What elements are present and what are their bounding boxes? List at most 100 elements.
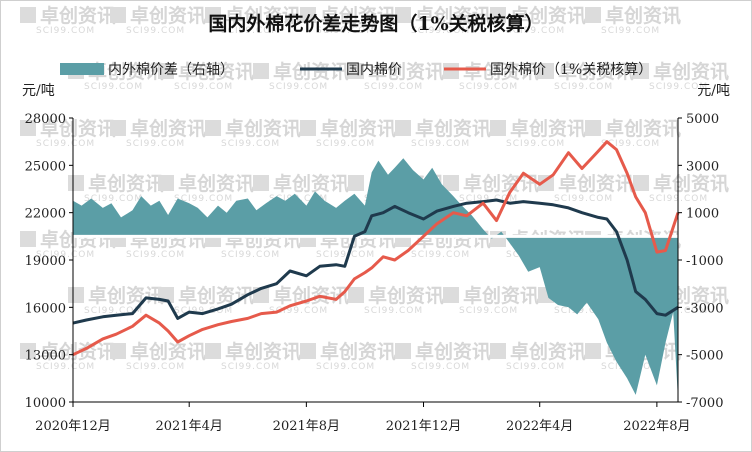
watermark-url: SCI99.COM (364, 306, 423, 316)
legend-label-spread: 内外棉价差（右轴） (108, 61, 234, 78)
watermark-url: SCI99.COM (411, 362, 470, 372)
watermark-logo-icon (490, 343, 506, 359)
watermark-logo-icon (585, 120, 601, 136)
right-axis-tick-label: -3000 (686, 301, 723, 316)
watermark-url: SCI99.COM (126, 26, 185, 36)
watermark-logo-icon (300, 343, 316, 359)
watermark-url: SCI99.COM (84, 194, 143, 204)
watermark-url: SCI99.COM (316, 362, 375, 372)
watermark-logo-icon (538, 63, 554, 79)
watermark-url: SCI99.COM (174, 194, 233, 204)
watermark-brand: 卓创资讯 (273, 284, 349, 307)
watermark-logo-icon (348, 287, 364, 303)
watermark-brand: 卓创资讯 (558, 172, 634, 195)
x-axis-tick-label: 2021年8月 (273, 419, 340, 434)
left-axis-unit: 元/吨 (22, 83, 55, 99)
left-axis-tick-label: 16000 (25, 301, 66, 316)
axes-layer: 10000 13000 16000 19000 22000 25000 28000 -7000… (25, 112, 724, 434)
watermark-url: SCI99.COM (36, 139, 95, 149)
right-axis-tick-label: -7000 (686, 396, 723, 411)
watermark-url: SCI99.COM (269, 306, 328, 316)
watermark-url: SCI99.COM (554, 306, 613, 316)
watermark-brand: 卓创资讯 (273, 172, 349, 195)
watermark-brand: 卓创资讯 (88, 60, 164, 83)
watermark-url: SCI99.COM (506, 139, 565, 149)
right-axis-tick-label: 5000 (686, 112, 719, 127)
watermark-url: SCI99.COM (459, 306, 518, 316)
x-axis-tick-label: 2021年12月 (386, 419, 462, 434)
chart-title: 国内外棉花价差走势图（1%关税核算） (208, 12, 543, 35)
legend: 内外棉价差（右轴） 国内棉价 国外棉价（1%关税核算） (60, 61, 652, 78)
right-axis-tick-label: 1000 (686, 207, 719, 222)
watermark-url: SCI99.COM (316, 26, 375, 36)
watermark-url: SCI99.COM (411, 26, 470, 36)
watermark-logo-icon (68, 287, 84, 303)
watermark-brand: 卓创资讯 (415, 117, 491, 140)
watermark-logo-icon (110, 120, 126, 136)
watermark-logo-icon (633, 63, 649, 79)
watermark-brand: 卓创资讯 (178, 284, 254, 307)
watermark-logo-icon (443, 287, 459, 303)
watermark-logo-icon (395, 7, 411, 23)
left-axis-tick-label: 22000 (25, 207, 66, 222)
watermark-url: SCI99.COM (174, 82, 233, 92)
left-axis-tick-label: 10000 (25, 396, 66, 411)
watermark-url: SCI99.COM (84, 82, 143, 92)
watermark-url: SCI99.COM (411, 250, 470, 260)
watermark-brand: 卓创资讯 (88, 172, 164, 195)
watermark-brand: 卓创资讯 (605, 117, 681, 140)
watermark-url: SCI99.COM (316, 250, 375, 260)
watermark-logo-icon (348, 63, 364, 79)
watermark-brand: 卓创资讯 (130, 117, 206, 140)
watermark-logo-icon (158, 175, 174, 191)
x-axis-tick-label: 2020年12月 (35, 419, 111, 434)
watermark-url: SCI99.COM (221, 139, 280, 149)
watermark-logo-icon (443, 175, 459, 191)
watermark-url: SCI99.COM (84, 306, 143, 316)
watermark-url: SCI99.COM (126, 139, 185, 149)
watermark-brand: 卓创资讯 (510, 117, 586, 140)
x-axis-tick-label: 2021年4月 (156, 419, 223, 434)
watermark-logo-icon (300, 7, 316, 23)
watermark-logo-icon (585, 7, 601, 23)
watermark-brand: 卓创资讯 (225, 4, 301, 27)
watermark-logo-icon (490, 120, 506, 136)
watermark-url: SCI99.COM (221, 26, 280, 36)
watermark-brand: 卓创资讯 (463, 60, 539, 83)
watermark-logo-icon (20, 120, 36, 136)
series-international-line (72, 140, 680, 357)
watermark-logo-icon (253, 63, 269, 79)
watermark-url: SCI99.COM (601, 26, 660, 36)
watermark-logo-icon (205, 343, 221, 359)
price-lines-layer (72, 140, 680, 357)
watermark-url: SCI99.COM (601, 139, 660, 149)
watermark-url: SCI99.COM (221, 250, 280, 260)
watermark-brand: 卓创资讯 (130, 4, 206, 27)
watermark-brand: 卓创资讯 (178, 60, 254, 83)
spread-area-layer (73, 158, 678, 400)
left-axis-tick-label: 13000 (25, 349, 66, 364)
watermark-logo-icon (348, 175, 364, 191)
x-axis-tick-label: 2022年4月 (506, 419, 573, 434)
watermark-url: SCI99.COM (554, 82, 613, 92)
watermark-logo-icon (253, 175, 269, 191)
watermark-brand: 卓创资讯 (415, 340, 491, 363)
watermark-url: SCI99.COM (36, 26, 95, 36)
watermark-url: SCI99.COM (411, 139, 470, 149)
legend-swatch-spread (60, 63, 104, 75)
right-axis-tick-label: 3000 (686, 159, 719, 174)
watermark-logo-icon (490, 7, 506, 23)
watermark-logo-icon (20, 231, 36, 247)
legend-label-domestic: 国内棉价 (346, 61, 402, 78)
watermark-logo-icon (585, 343, 601, 359)
watermark-brand: 卓创资讯 (320, 4, 396, 27)
watermark-brand: 卓创资讯 (653, 60, 729, 83)
watermark-brand: 卓创资讯 (510, 4, 586, 27)
watermark-logo-icon (158, 63, 174, 79)
watermark-brand: 卓创资讯 (368, 60, 444, 83)
watermark-url: SCI99.COM (649, 82, 708, 92)
left-axis-tick-label: 19000 (25, 254, 66, 269)
watermark-url: SCI99.COM (174, 306, 233, 316)
watermark-brand: 卓创资讯 (510, 340, 586, 363)
